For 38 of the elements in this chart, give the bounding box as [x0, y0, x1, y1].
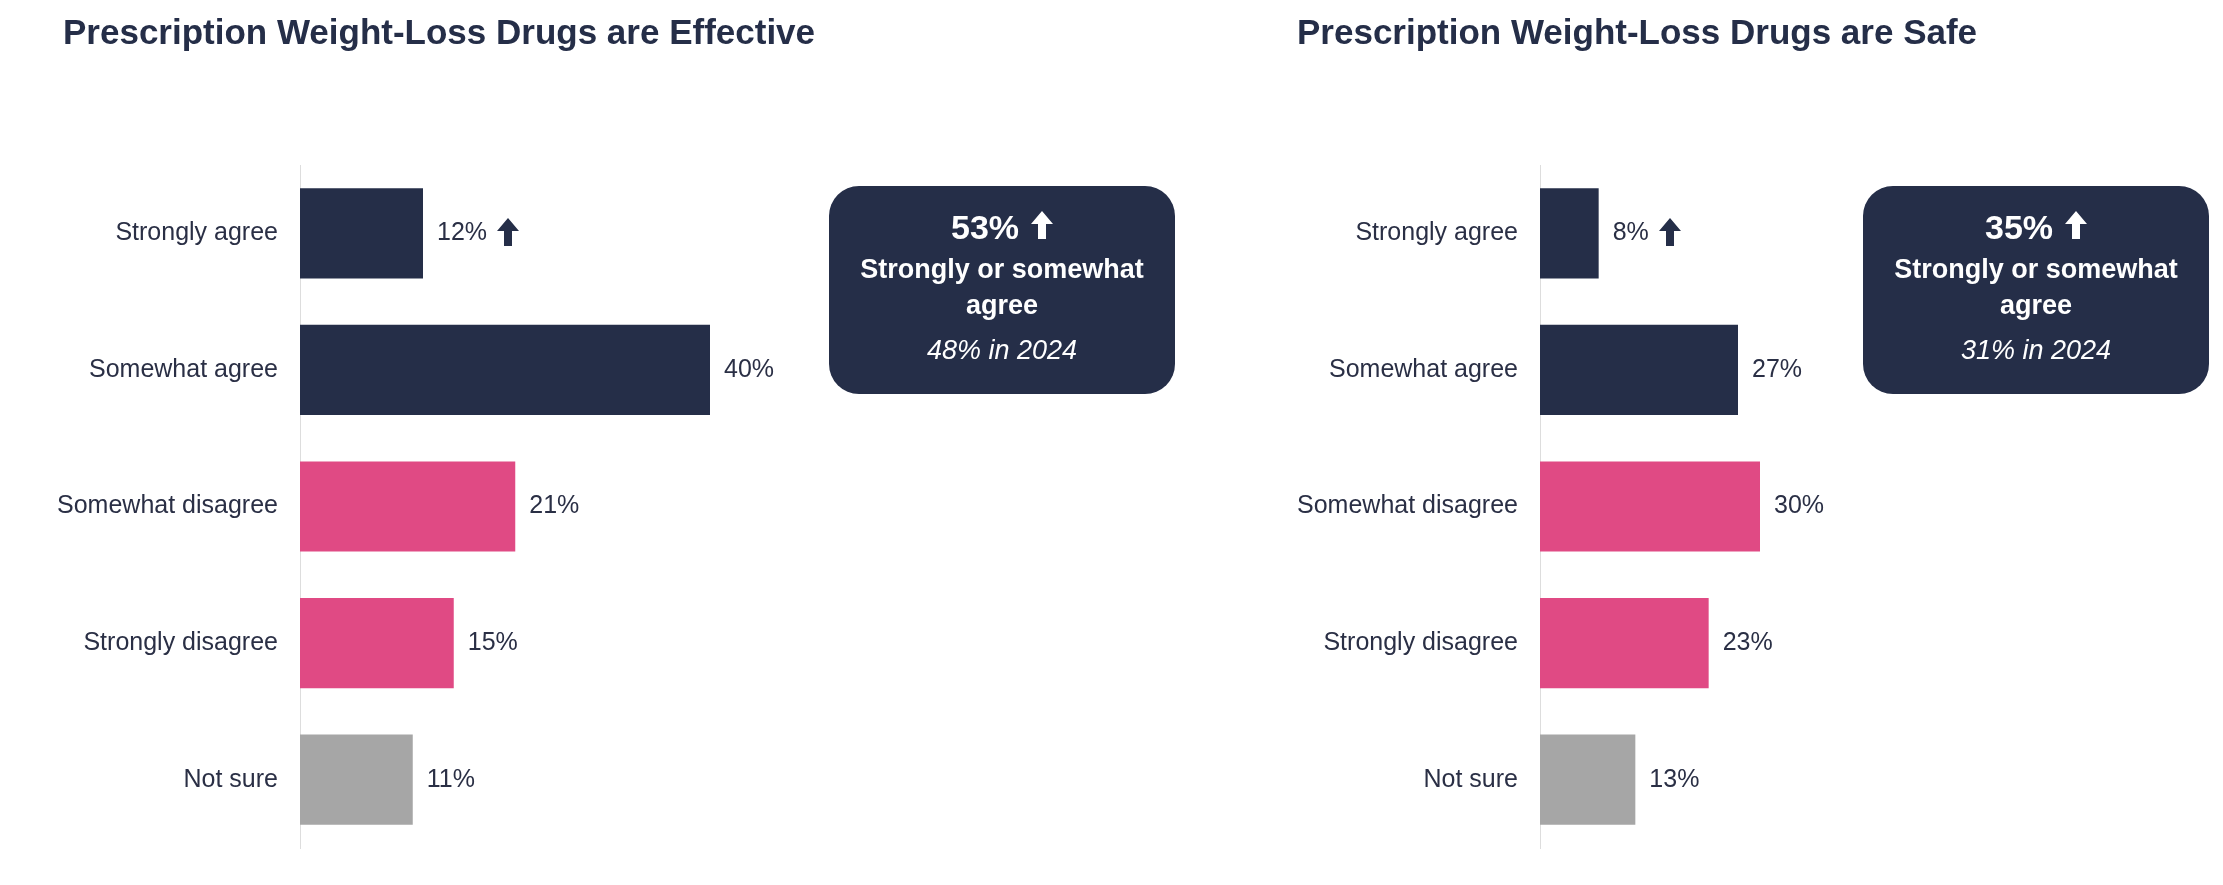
y-tick-label: Not sure: [1423, 763, 1518, 792]
y-tick-label: Somewhat disagree: [57, 490, 278, 519]
bar: [300, 598, 454, 689]
y-tick-label: Somewhat agree: [1328, 353, 1518, 382]
bar: [1540, 324, 1738, 415]
y-tick-label: Strongly agree: [115, 217, 278, 246]
y-tick-label: Strongly disagree: [1323, 626, 1518, 655]
data-label: 21%: [529, 490, 580, 519]
text: Strongly or somewhat agree: [859, 253, 1145, 322]
bar: [1540, 598, 1709, 689]
data-label: 12%: [437, 217, 488, 246]
text: 31% in 2024: [1959, 335, 2113, 366]
data-label: 8%: [1612, 217, 1649, 246]
bar: [300, 461, 516, 552]
text: 35%: [1984, 208, 2054, 247]
y-tick-label: Somewhat agree: [88, 353, 278, 382]
chart-title: Prescription Weight-Loss Drugs are Safe: [1297, 12, 1978, 52]
text: 48% in 2024: [925, 335, 1079, 366]
data-label: 30%: [1774, 490, 1825, 519]
data-label: 13%: [1649, 763, 1700, 792]
chart-title: Prescription Weight-Loss Drugs are Effective: [63, 12, 816, 52]
data-label: 40%: [724, 353, 775, 382]
y-tick-label: Strongly disagree: [83, 626, 278, 655]
bar: [1540, 188, 1599, 279]
bar: [1540, 734, 1636, 825]
data-label: 11%: [426, 763, 475, 792]
data-label: 23%: [1722, 626, 1773, 655]
bar: [300, 734, 413, 825]
data-label: 27%: [1752, 353, 1803, 382]
y-tick-label: Not sure: [183, 763, 278, 792]
y-tick-label: Strongly agree: [1355, 217, 1518, 246]
bar: [1540, 461, 1760, 552]
bar: [300, 324, 710, 415]
data-label: 15%: [467, 626, 518, 655]
text: 53%: [950, 208, 1020, 247]
text: Strongly or somewhat agree: [1893, 253, 2179, 322]
bar: [300, 188, 423, 279]
y-tick-label: Somewhat disagree: [1297, 490, 1518, 519]
